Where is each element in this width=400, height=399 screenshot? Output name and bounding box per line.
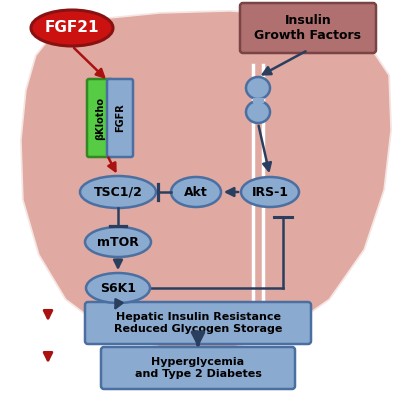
Text: IRS-1: IRS-1 [252,186,288,198]
FancyBboxPatch shape [107,79,133,157]
Text: βKlotho: βKlotho [95,97,105,140]
Ellipse shape [80,176,156,208]
Text: Insulin
Growth Factors: Insulin Growth Factors [254,14,362,42]
Ellipse shape [246,77,270,99]
Text: FGF21: FGF21 [45,20,99,36]
Ellipse shape [31,10,113,46]
FancyBboxPatch shape [85,302,311,344]
Text: FGFR: FGFR [115,104,125,132]
Ellipse shape [85,227,151,257]
Text: Akt: Akt [184,186,208,198]
Text: Hyperglycemia
and Type 2 Diabetes: Hyperglycemia and Type 2 Diabetes [134,357,262,379]
Polygon shape [20,10,392,352]
Text: Hepatic Insulin Resistance
Reduced Glycogen Storage: Hepatic Insulin Resistance Reduced Glyco… [114,312,282,334]
FancyBboxPatch shape [240,3,376,53]
Ellipse shape [241,177,299,207]
Text: S6K1: S6K1 [100,282,136,294]
Ellipse shape [171,177,221,207]
Ellipse shape [246,101,270,123]
Ellipse shape [86,273,150,303]
Text: mTOR: mTOR [97,235,139,249]
FancyBboxPatch shape [87,79,113,157]
Text: TSC1/2: TSC1/2 [94,186,142,198]
FancyBboxPatch shape [101,347,295,389]
